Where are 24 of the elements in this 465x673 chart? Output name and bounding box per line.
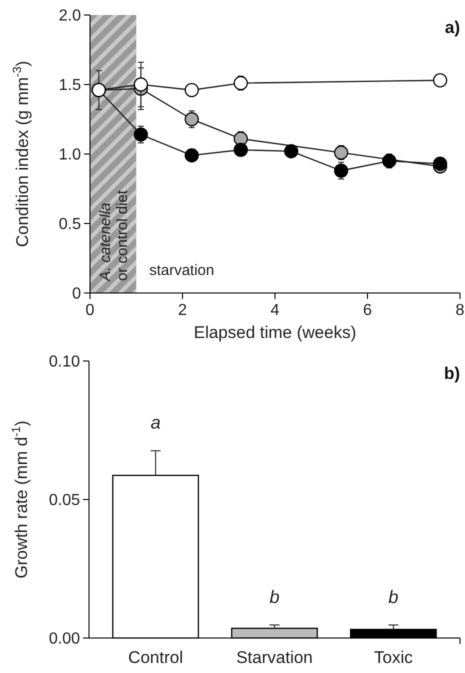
y-tick-label: 1.0 <box>58 146 82 164</box>
chart-title: a) <box>444 18 460 37</box>
x-tick-label: 0 <box>86 302 95 319</box>
x-tick-label: Control <box>128 648 183 667</box>
x-tick-label: 4 <box>270 302 280 319</box>
annotation: a <box>150 412 161 433</box>
x-axis-title: Elapsed time (weeks) <box>194 323 356 342</box>
x-tick-label: 2 <box>178 302 188 319</box>
y-tick-label: 0.5 <box>58 216 82 234</box>
chart-title: b) <box>444 364 460 383</box>
y-tick-label: 1.5 <box>58 77 82 94</box>
band-label: A. catenella or control diet <box>97 189 132 282</box>
y-tick-label: 2.0 <box>58 8 82 25</box>
x-tick-label: Toxic <box>374 648 414 667</box>
x-tick-label: 6 <box>363 302 372 319</box>
annotation: b <box>269 586 280 607</box>
y-tick-label: 0.10 <box>48 354 80 371</box>
y-tick-label: 0.05 <box>48 492 80 510</box>
x-tick-label: 8 <box>456 302 465 319</box>
y-tick-label: 0 <box>72 286 82 303</box>
x-tick-label: Starvation <box>236 648 313 667</box>
annotation: starvation <box>149 262 214 279</box>
annotation: b <box>388 586 398 607</box>
y-tick-label: 0.00 <box>48 630 80 648</box>
